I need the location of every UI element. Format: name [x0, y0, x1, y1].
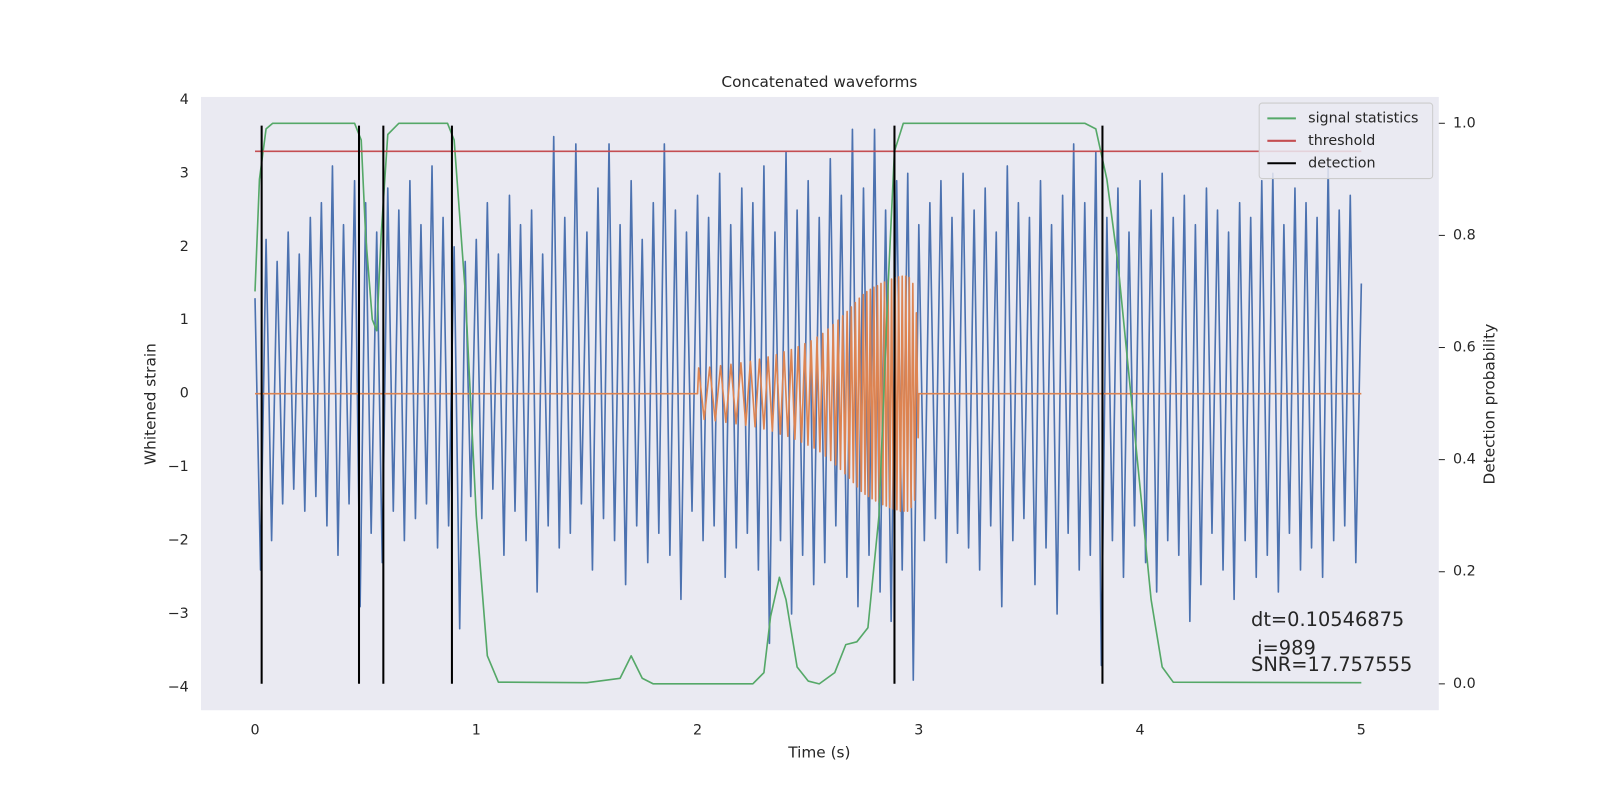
x-tick-label: 5 — [1357, 723, 1366, 739]
y-tick-label: 1 — [180, 312, 189, 328]
y-tick-label: 4 — [180, 92, 189, 108]
legend-box — [1258, 102, 1434, 180]
legend-label: signal statistics — [1308, 110, 1418, 126]
x-tick-label: 4 — [1136, 723, 1145, 739]
y-tick-label: 0 — [180, 386, 189, 402]
legend-label: threshold — [1308, 133, 1375, 149]
y2-tick-label: 0.8 — [1453, 227, 1476, 243]
series-line — [254, 128, 1363, 681]
series-line — [255, 275, 1362, 512]
annotation: dt=0.10546875 — [1251, 608, 1404, 631]
y2-tick-label: 1.0 — [1453, 115, 1476, 131]
x-tick-label: 1 — [472, 723, 481, 739]
annotation: i=989 — [1251, 636, 1316, 659]
y2-axis-label: Detection probability — [1480, 324, 1498, 485]
y2-tick-label: 0.0 — [1453, 676, 1476, 692]
y-tick-label: 2 — [180, 239, 189, 255]
series-line — [254, 122, 1362, 685]
x-tick-label: 3 — [914, 723, 923, 739]
y-tick-label: −4 — [168, 679, 189, 695]
chart-title: Concatenated waveforms — [721, 73, 917, 91]
y2-tick-label: 0.2 — [1453, 564, 1476, 580]
y2-tick-label: 0.4 — [1453, 452, 1476, 468]
y2-tick-label: 0.6 — [1453, 340, 1476, 356]
y-tick-label: −2 — [168, 533, 189, 549]
x-axis-label: Time (s) — [787, 744, 850, 762]
marks — [254, 122, 1363, 685]
legend-label: detection — [1308, 155, 1375, 171]
y-axis-label: Whitened strain — [142, 343, 160, 465]
y-tick-label: −1 — [168, 459, 189, 475]
x-tick-label: 0 — [250, 723, 259, 739]
labels: 0 1 2 3 4 5 −4 −3 −2 −1 0 1 2 3 4 0.0 0.2 0.4 0.6 0.8 1.0 sig… — [168, 92, 1476, 739]
annotation: SNR=17.757555 — [1251, 653, 1412, 676]
x-tick-label: 2 — [693, 723, 702, 739]
y-tick-label: −3 — [168, 606, 189, 622]
plot-area — [201, 96, 1439, 711]
y-tick-label: 3 — [180, 165, 189, 181]
